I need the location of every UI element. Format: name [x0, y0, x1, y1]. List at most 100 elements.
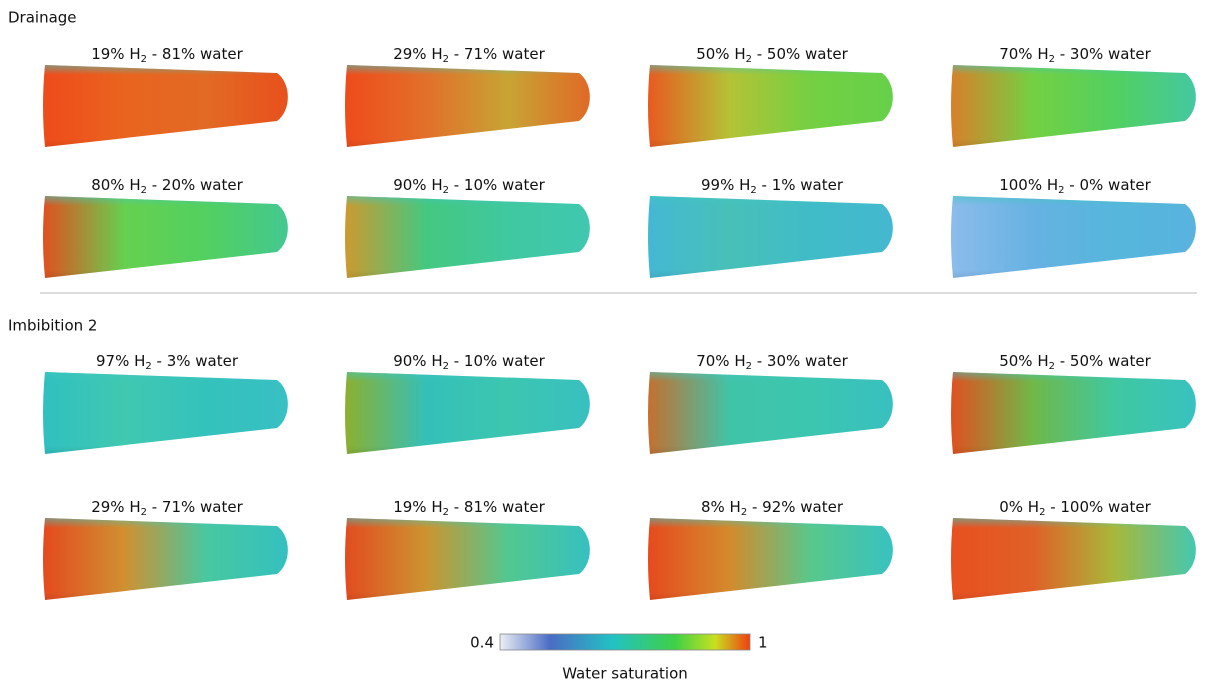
- label-text: 70% H: [696, 352, 745, 370]
- label-text: 90% H: [393, 352, 442, 370]
- label-subscript: 2: [746, 361, 752, 372]
- panel: 8% H2 - 92% water: [648, 498, 893, 600]
- panel-label: 99% H2 - 1% water: [701, 176, 844, 197]
- panel: 29% H2 - 71% water: [345, 45, 590, 147]
- core-shading: [345, 196, 590, 278]
- core-shading: [648, 372, 893, 454]
- label-text: 19% H: [91, 45, 140, 63]
- label-text: - 20% water: [147, 176, 244, 194]
- panel-label: 90% H2 - 10% water: [393, 176, 545, 197]
- core-shading: [951, 372, 1196, 454]
- core-shading: [43, 65, 288, 147]
- panel: 0% H2 - 100% water: [951, 498, 1196, 600]
- label-subscript: 2: [1058, 185, 1064, 196]
- core-shading: [345, 372, 590, 454]
- label-text: 90% H: [393, 176, 442, 194]
- panel-label: 50% H2 - 50% water: [999, 352, 1151, 373]
- label-subscript: 2: [145, 361, 151, 372]
- panel-label: 50% H2 - 50% water: [696, 45, 848, 66]
- panel: 80% H2 - 20% water: [43, 176, 288, 278]
- label-text: - 10% water: [449, 352, 546, 370]
- panel-label: 8% H2 - 92% water: [701, 498, 844, 519]
- panel-label: 80% H2 - 20% water: [91, 176, 243, 197]
- core-shading: [951, 196, 1196, 278]
- label-text: 99% H: [701, 176, 750, 194]
- panel-label: 70% H2 - 30% water: [999, 45, 1151, 66]
- panel: 99% H2 - 1% water: [648, 176, 893, 278]
- core-shading: [648, 518, 893, 600]
- label-text: - 30% water: [1055, 45, 1152, 63]
- core-shading: [43, 196, 288, 278]
- core-shading: [43, 518, 288, 600]
- panel-label: 29% H2 - 71% water: [91, 498, 243, 519]
- label-subscript: 2: [443, 507, 449, 518]
- section-title: Drainage: [8, 9, 77, 27]
- label-text: - 30% water: [752, 352, 849, 370]
- label-text: - 10% water: [449, 176, 546, 194]
- panel: 50% H2 - 50% water: [648, 45, 893, 147]
- panel: 19% H2 - 81% water: [43, 45, 288, 147]
- panel-label: 70% H2 - 30% water: [696, 352, 848, 373]
- label-subscript: 2: [141, 185, 147, 196]
- label-subscript: 2: [443, 185, 449, 196]
- label-text: - 92% water: [747, 498, 844, 516]
- core-shading: [951, 518, 1196, 600]
- panel-label: 90% H2 - 10% water: [393, 352, 545, 373]
- label-text: - 81% water: [449, 498, 546, 516]
- label-text: 0% H: [999, 498, 1039, 516]
- label-subscript: 2: [443, 54, 449, 65]
- panel: 90% H2 - 10% water: [345, 176, 590, 278]
- label-text: 50% H: [999, 352, 1048, 370]
- label-text: - 50% water: [1055, 352, 1152, 370]
- panel-label: 97% H2 - 3% water: [96, 352, 239, 373]
- colorbar-label: Water saturation: [562, 665, 688, 683]
- panel: 100% H2 - 0% water: [951, 176, 1196, 278]
- panel: 50% H2 - 50% water: [951, 352, 1196, 454]
- label-text: 29% H: [393, 45, 442, 63]
- label-text: - 50% water: [752, 45, 849, 63]
- label-subscript: 2: [750, 185, 756, 196]
- label-text: - 0% water: [1065, 176, 1152, 194]
- label-subscript: 2: [1039, 507, 1045, 518]
- label-text: 50% H: [696, 45, 745, 63]
- core-shading: [648, 196, 893, 278]
- label-text: 97% H: [96, 352, 145, 370]
- panel-label: 19% H2 - 81% water: [91, 45, 243, 66]
- label-text: - 81% water: [147, 45, 244, 63]
- label-text: 100% H: [999, 176, 1058, 194]
- label-subscript: 2: [746, 54, 752, 65]
- panel: 97% H2 - 3% water: [43, 352, 288, 454]
- label-text: 29% H: [91, 498, 140, 516]
- label-text: - 71% water: [449, 45, 546, 63]
- label-subscript: 2: [1049, 54, 1055, 65]
- panel-label: 100% H2 - 0% water: [999, 176, 1151, 197]
- panel: 29% H2 - 71% water: [43, 498, 288, 600]
- label-subscript: 2: [741, 507, 747, 518]
- panel-label: 0% H2 - 100% water: [999, 498, 1151, 519]
- label-subscript: 2: [443, 361, 449, 372]
- label-text: 80% H: [91, 176, 140, 194]
- panel: 90% H2 - 10% water: [345, 352, 590, 454]
- label-text: 8% H: [701, 498, 741, 516]
- panel: 70% H2 - 30% water: [951, 45, 1196, 147]
- label-text: 19% H: [393, 498, 442, 516]
- panel: 70% H2 - 30% water: [648, 352, 893, 454]
- label-subscript: 2: [1049, 361, 1055, 372]
- colorbar-max: 1: [758, 634, 768, 652]
- core-shading: [345, 518, 590, 600]
- colorbar: [499, 633, 751, 651]
- colorbar-min: 0.4: [470, 634, 494, 652]
- core-shading: [648, 65, 893, 147]
- label-text: - 3% water: [152, 352, 239, 370]
- label-text: - 1% water: [757, 176, 844, 194]
- section-title: Imbibition 2: [8, 317, 97, 335]
- label-text: - 100% water: [1045, 498, 1151, 516]
- core-shading: [43, 372, 288, 454]
- label-subscript: 2: [141, 507, 147, 518]
- label-subscript: 2: [141, 54, 147, 65]
- panel-label: 29% H2 - 71% water: [393, 45, 545, 66]
- core-shading: [951, 65, 1196, 147]
- panel-label: 19% H2 - 81% water: [393, 498, 545, 519]
